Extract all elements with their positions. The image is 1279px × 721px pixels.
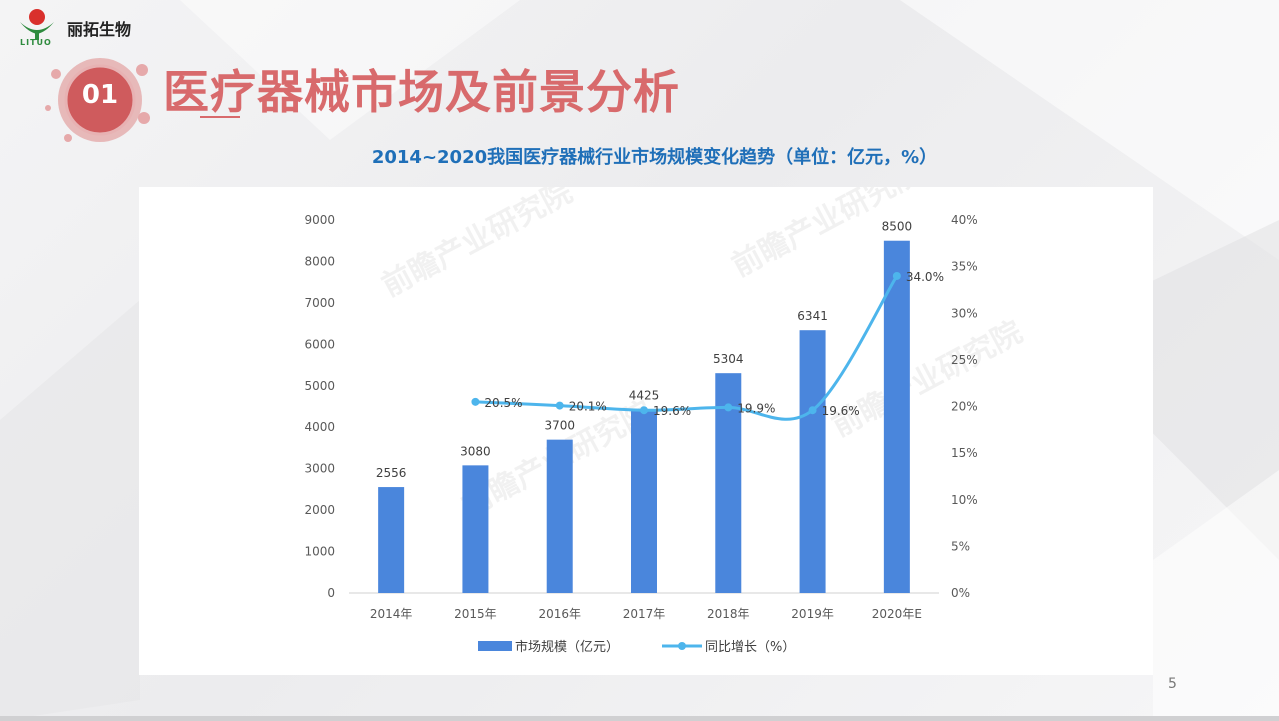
legend-bar-label: 市场规模（亿元） — [515, 639, 619, 655]
y-left-tick-label: 7000 — [304, 296, 335, 310]
y-right-tick-label: 10% — [951, 493, 978, 507]
x-tick-label: 2020年E — [872, 607, 922, 621]
y-right-tick-label: 20% — [951, 400, 978, 414]
bar-value-label: 4425 — [629, 389, 660, 403]
legend-line-marker — [678, 642, 686, 650]
y-right-tick-label: 5% — [951, 539, 970, 553]
chart-svg: 前瞻产业研究院前瞻产业研究院前瞻产业研究院前瞻产业研究院010002000300… — [304, 155, 1028, 655]
bar — [462, 465, 489, 593]
bar — [631, 409, 657, 593]
x-tick-label: 2018年 — [707, 607, 750, 621]
growth-line — [475, 275, 899, 421]
chart-panel: 前瞻产业研究院前瞻产业研究院前瞻产业研究院前瞻产业研究院010002000300… — [139, 155, 1153, 675]
y-right-tick-label: 25% — [951, 353, 978, 367]
y-left-tick-label: 0 — [327, 586, 335, 600]
y-right-tick-label: 40% — [951, 213, 978, 227]
company-logo — [20, 9, 54, 40]
growth-point — [555, 401, 564, 410]
bar-value-label: 2556 — [376, 466, 407, 480]
y-right-tick-label: 35% — [951, 260, 978, 274]
growth-value-label: 20.1% — [569, 400, 607, 414]
section-number: 01 — [81, 80, 119, 110]
company-sub-name: LITUO — [20, 38, 52, 47]
bar-value-label: 3700 — [544, 419, 575, 433]
y-right-tick-label: 30% — [951, 306, 978, 320]
y-left-tick-label: 3000 — [304, 462, 335, 476]
bar-value-label: 5304 — [713, 352, 744, 366]
y-left-tick-label: 1000 — [304, 545, 335, 559]
legend-bar-swatch — [478, 641, 512, 651]
growth-point — [724, 403, 733, 412]
x-tick-label: 2014年 — [370, 607, 413, 621]
growth-point — [808, 406, 817, 415]
watermark-text: 前瞻产业研究院 — [826, 315, 1028, 444]
growth-point — [471, 397, 480, 406]
page-number: 5 — [1168, 676, 1177, 692]
bar — [799, 330, 826, 593]
y-left-tick-label: 6000 — [304, 337, 335, 351]
growth-value-label: 19.9% — [737, 401, 775, 415]
bar-value-label: 6341 — [797, 309, 828, 323]
y-left-tick-label: 5000 — [304, 379, 335, 393]
y-left-tick-label: 9000 — [304, 213, 335, 227]
legend-line-label: 同比增长（%） — [705, 640, 795, 655]
x-tick-label: 2017年 — [623, 607, 666, 621]
growth-value-label: 19.6% — [653, 404, 691, 418]
footer-line — [0, 716, 1279, 721]
watermark-text: 前瞻产业研究院 — [376, 187, 578, 304]
y-left-tick-label: 2000 — [304, 503, 335, 517]
growth-point — [892, 271, 901, 280]
y-left-tick-label: 8000 — [304, 254, 335, 268]
x-tick-label: 2015年 — [454, 607, 497, 621]
company-name: 丽拓生物 — [67, 20, 132, 39]
x-tick-label: 2019年 — [791, 607, 834, 621]
growth-point — [640, 406, 648, 415]
y-right-tick-label: 0% — [951, 586, 970, 600]
growth-value-label: 19.6% — [822, 404, 860, 418]
y-left-tick-label: 4000 — [304, 420, 335, 434]
bar — [883, 240, 910, 593]
title-underline — [200, 116, 240, 118]
bar-value-label: 8500 — [882, 220, 913, 234]
growth-value-label: 20.5% — [484, 396, 522, 410]
section-title: 医疗器械市场及前景分析 — [163, 65, 680, 119]
bar — [378, 487, 405, 593]
chart-heading: 2014~2020我国医疗器械行业市场规模变化趋势（单位：亿元，%） — [371, 147, 938, 168]
growth-value-label: 34.0% — [906, 270, 944, 284]
x-tick-label: 2016年 — [538, 607, 581, 621]
section-badge — [45, 58, 150, 142]
bar — [546, 439, 573, 593]
y-right-tick-label: 15% — [951, 446, 978, 460]
bar-value-label: 3080 — [460, 444, 491, 458]
